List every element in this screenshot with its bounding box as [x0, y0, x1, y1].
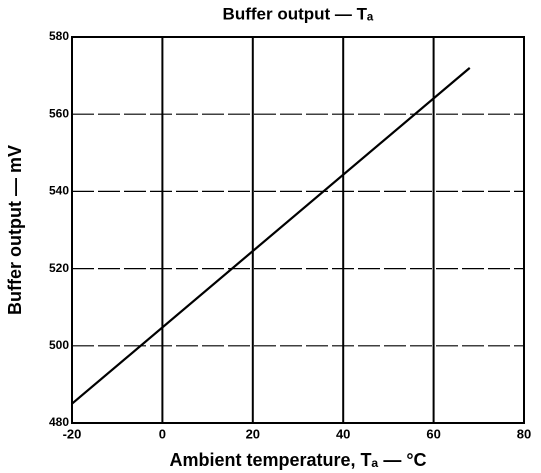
y-tick-label: 480: [49, 415, 69, 429]
y-axis-label: Buffer output — mV: [5, 145, 25, 315]
x-tick-label: 40: [336, 426, 350, 441]
plot-frame: [71, 36, 525, 424]
x-tick-label: 80: [517, 426, 531, 441]
y-tick-label: 580: [49, 29, 69, 43]
x-tick-label: -20: [63, 426, 82, 441]
data-line: [71, 67, 471, 405]
x-tick-label: 20: [246, 426, 260, 441]
y-tick-label: 540: [49, 184, 69, 198]
y-tick-label: 500: [49, 338, 69, 352]
x-axis-label: Ambient temperature, Tₐ — °C: [169, 450, 426, 470]
y-tick-label: 560: [49, 106, 69, 120]
chart-title: Buffer output — Tₐ: [223, 4, 374, 23]
x-tick-label: 60: [426, 426, 440, 441]
x-tick-label: 0: [159, 426, 166, 441]
y-tick-label: 520: [49, 261, 69, 275]
